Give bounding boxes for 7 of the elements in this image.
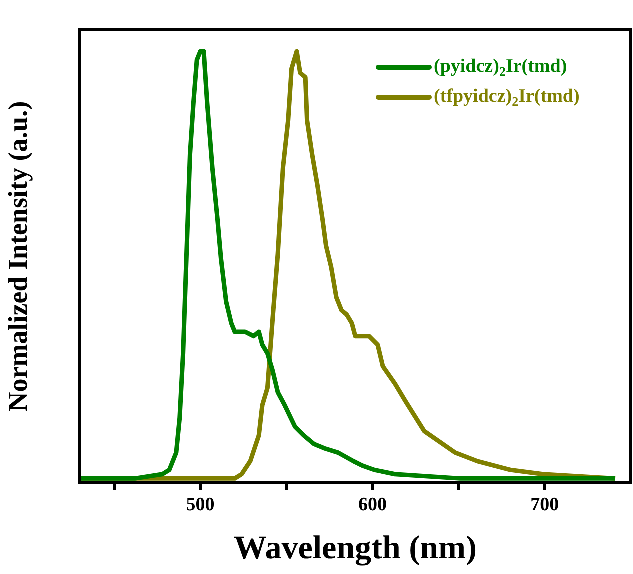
y-axis-title: Normalized Intensity (a.u.)	[3, 101, 34, 412]
x-tick-label: 700	[530, 494, 560, 516]
legend-label: (tfpyidcz)$_{2}$Ir(tmd)	[434, 85, 580, 111]
legend-label: (pyidcz)$_{2}$Ir(tmd)	[434, 55, 568, 81]
x-tick-label: 500	[186, 494, 215, 516]
x-tick-label: 600	[358, 494, 387, 516]
x-axis-title: Wavelength (nm)	[234, 530, 477, 567]
